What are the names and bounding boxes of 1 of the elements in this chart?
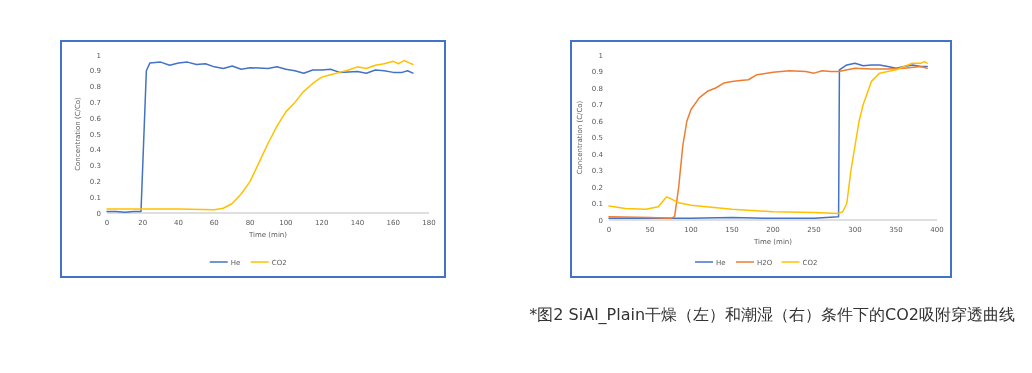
- text: *图2 SiAl_Plain干燥（左）和潮湿（右）条件下的CO2吸附穿透曲线: [529, 305, 1015, 326]
